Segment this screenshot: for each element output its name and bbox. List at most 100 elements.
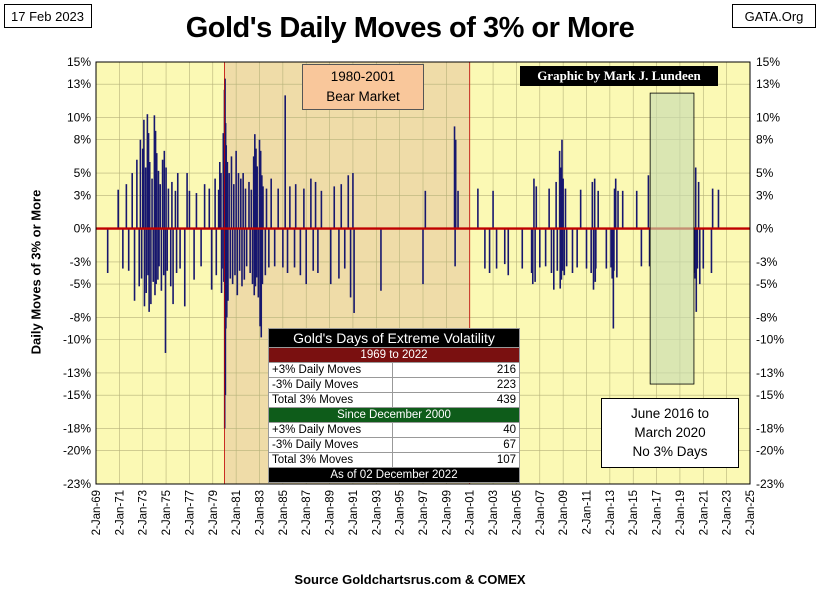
credit-label: Graphic by Mark J. Lundeen — [520, 66, 718, 86]
no-move-period-box — [649, 92, 695, 385]
row-value: 67 — [392, 437, 520, 453]
bear-market-years: 1980-2001 — [330, 69, 396, 84]
table-row: Total 3% Moves 439 — [268, 392, 520, 408]
x-tick-label: 2-Jan-75 — [161, 490, 173, 535]
y-tick-label-left: 0% — [74, 222, 92, 236]
x-tick-label: 2-Jan-89 — [325, 490, 337, 535]
x-tick-label: 2-Jan-93 — [371, 490, 383, 535]
annotation-line-1: June 2016 to — [630, 406, 710, 421]
row-value: 107 — [392, 452, 520, 468]
table-row: -3% Daily Moves 223 — [268, 377, 520, 393]
x-tick-label: 2-Jan-79 — [208, 490, 220, 535]
y-tick-label-right: -10% — [756, 333, 784, 347]
x-axis-label: Source Goldchartsrus.com & COMEX — [294, 572, 526, 587]
row-label: -3% Daily Moves — [268, 437, 393, 453]
x-tick-label: 2-Jan-83 — [255, 490, 267, 535]
y-tick-label-left: -23% — [63, 477, 91, 491]
date-label: 17 Feb 2023 — [4, 4, 92, 28]
y-tick-label-left: -18% — [63, 421, 91, 435]
y-tick-label-right: -20% — [756, 444, 784, 458]
y-tick-label-left: 10% — [67, 111, 91, 125]
x-tick-label: 2-Jan-95 — [395, 490, 407, 535]
y-tick-label-right: -3% — [756, 255, 778, 269]
y-tick-label-left: -15% — [63, 388, 91, 402]
annotation-line-2: March 2020 — [634, 425, 706, 440]
x-tick-label: 2-Jan-91 — [348, 490, 360, 535]
x-tick-label: 2-Jan-03 — [488, 490, 500, 535]
y-tick-label-left: 15% — [67, 55, 91, 69]
bear-market-text: Bear Market — [326, 89, 400, 104]
table-title: Gold's Days of Extreme Volatility — [268, 328, 520, 348]
table-row: +3% Daily Moves 216 — [268, 362, 520, 378]
table-footer: As of 02 December 2022 — [268, 467, 520, 483]
source-label: GATA.Org — [732, 4, 816, 28]
y-tick-label-right: 8% — [756, 133, 774, 147]
x-tick-label: 2-Jan-07 — [535, 490, 547, 535]
x-tick-label: 2-Jan-01 — [465, 490, 477, 535]
y-tick-label-right: 5% — [756, 166, 774, 180]
row-label: -3% Daily Moves — [268, 377, 393, 393]
y-tick-label-left: -3% — [70, 255, 92, 269]
y-tick-label-right: 0% — [756, 222, 774, 236]
bars-group — [106, 78, 720, 429]
x-tick-label: 2-Jan-05 — [511, 490, 523, 535]
table-row: Total 3% Moves 107 — [268, 452, 520, 468]
no-moves-annotation: June 2016 to March 2020 No 3% Days — [601, 398, 739, 468]
x-tick-label: 2-Jan-17 — [652, 490, 664, 535]
y-tick-label-left: -13% — [63, 366, 91, 380]
x-tick-label: 2-Jan-15 — [628, 490, 640, 535]
volatility-table: Gold's Days of Extreme Volatility 1969 t… — [268, 328, 520, 483]
x-tick-label: 2-Jan-81 — [231, 490, 243, 535]
row-value: 40 — [392, 422, 520, 438]
row-value: 216 — [392, 362, 520, 378]
y-axis-label: Daily Moves of 3% or More — [28, 189, 44, 355]
y-tick-label-left: 13% — [67, 77, 91, 91]
y-tick-label-left: 8% — [74, 133, 92, 147]
table-section-1: 1969 to 2022 — [268, 347, 520, 363]
y-tick-label-right: -5% — [756, 277, 778, 291]
x-tick-label: 2-Jan-23 — [722, 490, 734, 535]
x-tick-label: 2-Jan-97 — [418, 490, 430, 535]
y-tick-label-right: 10% — [756, 111, 780, 125]
y-tick-label-left: 3% — [74, 188, 92, 202]
row-label: +3% Daily Moves — [268, 422, 393, 438]
row-value: 223 — [392, 377, 520, 393]
x-tick-label: 2-Jan-13 — [605, 490, 617, 535]
y-tick-label-right: 13% — [756, 77, 780, 91]
y-tick-label-right: -8% — [756, 310, 778, 324]
row-label: Total 3% Moves — [268, 392, 393, 408]
row-label: Total 3% Moves — [268, 452, 393, 468]
table-row: +3% Daily Moves 40 — [268, 422, 520, 438]
plot-border — [95, 61, 751, 485]
y-tick-label-right: 3% — [756, 188, 774, 202]
chart-title: Gold's Daily Moves of 3% or More — [185, 12, 635, 44]
y-tick-label-right: -13% — [756, 366, 784, 380]
x-tick-label: 2-Jan-69 — [91, 490, 103, 535]
x-tick-label: 2-Jan-09 — [558, 490, 570, 535]
y-tick-label-right: -18% — [756, 421, 784, 435]
y-tick-label-left: -20% — [63, 444, 91, 458]
x-tick-label: 2-Jan-11 — [582, 490, 594, 535]
y-tick-label-left: -8% — [70, 310, 92, 324]
y-tick-label-left: -5% — [70, 277, 92, 291]
y-tick-label-right: 15% — [756, 55, 780, 69]
annotation-line-3: No 3% Days — [632, 444, 708, 459]
y-tick-label-right: -15% — [756, 388, 784, 402]
x-tick-label: 2-Jan-77 — [184, 490, 196, 535]
x-tick-label: 2-Jan-19 — [675, 490, 687, 535]
x-tick-label: 2-Jan-85 — [278, 490, 290, 535]
y-tick-label-left: 5% — [74, 166, 92, 180]
x-tick-label: 2-Jan-73 — [138, 490, 150, 535]
ticks-group: 2-Jan-69 2-Jan-71 2-Jan-73 2-Jan-75 2-Jan-77… — [63, 55, 784, 535]
table-row: -3% Daily Moves 67 — [268, 437, 520, 453]
x-tick-label: 2-Jan-99 — [441, 490, 453, 535]
x-tick-label: 2-Jan-25 — [745, 490, 757, 535]
y-tick-label-right: -23% — [756, 477, 784, 491]
row-label: +3% Daily Moves — [268, 362, 393, 378]
row-value: 439 — [392, 392, 520, 408]
y-tick-label-left: -10% — [63, 333, 91, 347]
table-section-2: Since December 2000 — [268, 407, 520, 423]
x-tick-label: 2-Jan-71 — [114, 490, 126, 535]
x-tick-label: 2-Jan-21 — [698, 490, 710, 535]
